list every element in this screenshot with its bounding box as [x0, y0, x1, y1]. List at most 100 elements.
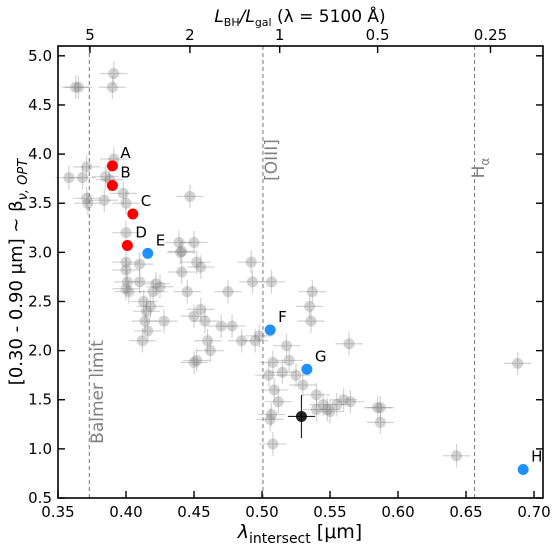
- point: [280, 340, 292, 352]
- error-bar: [126, 252, 154, 276]
- point: [338, 394, 350, 406]
- error-bar: [130, 289, 158, 314]
- point: [120, 283, 132, 295]
- error-bar: [113, 270, 141, 294]
- point: [181, 286, 193, 298]
- point: [290, 369, 302, 381]
- error-bar: [275, 348, 303, 373]
- error-bar: [313, 397, 341, 422]
- x-tick-label: 0.60: [381, 503, 414, 521]
- point: [517, 464, 529, 476]
- error-bar: [366, 410, 394, 435]
- error-bar: [183, 348, 211, 373]
- y-tick-label: 0.5: [28, 489, 52, 507]
- x2-tick-label: 5: [85, 26, 95, 44]
- point: [188, 310, 200, 322]
- point: [266, 408, 278, 420]
- error-bar: [309, 392, 337, 417]
- point: [136, 335, 148, 347]
- point: [306, 286, 318, 298]
- point: [195, 303, 207, 315]
- point: [199, 315, 211, 327]
- error-bar: [166, 240, 195, 265]
- point: [283, 354, 295, 366]
- point: [120, 256, 132, 268]
- error-bar: [132, 299, 161, 324]
- point: [268, 384, 280, 396]
- point: [222, 286, 234, 298]
- x-tick-label: 0.35: [41, 503, 74, 521]
- y-tick-label: 1.5: [28, 391, 52, 409]
- point: [204, 345, 216, 357]
- error-bar: [245, 324, 273, 348]
- point: [246, 276, 258, 288]
- point: [310, 389, 322, 401]
- point: [267, 356, 279, 368]
- label-part: gal: [255, 16, 272, 29]
- point: [253, 330, 265, 342]
- error-bar: [241, 328, 269, 353]
- error-bar: [297, 309, 325, 333]
- error-bar: [183, 250, 211, 274]
- point: [188, 356, 200, 368]
- error-bar: [98, 75, 127, 100]
- error-bar: [126, 270, 154, 294]
- plot-frame: [57, 45, 544, 499]
- error-bar: [128, 328, 156, 353]
- error-bar: [228, 328, 256, 353]
- point: [81, 161, 93, 173]
- error-bar: [112, 191, 140, 216]
- error-bar: [72, 155, 101, 179]
- error-bar: [237, 250, 265, 274]
- point: [121, 276, 133, 288]
- point: [81, 192, 93, 204]
- point: [304, 300, 316, 312]
- point: [249, 335, 261, 347]
- point: [72, 81, 84, 93]
- error-bar: [180, 230, 208, 255]
- point: [295, 410, 307, 422]
- error-bar: [264, 389, 292, 414]
- point: [106, 180, 118, 192]
- y-tick-label: 2.5: [28, 292, 52, 310]
- point: [120, 197, 132, 209]
- error-bar: [298, 279, 326, 304]
- error-bar: [255, 363, 283, 387]
- error-bar: [366, 395, 394, 420]
- x2-tick-label: 1: [275, 26, 285, 44]
- point: [140, 305, 152, 317]
- point: [245, 256, 257, 268]
- error-bar: [109, 181, 137, 206]
- point: [374, 402, 386, 414]
- point: [76, 172, 88, 184]
- point: [173, 237, 185, 249]
- point: [267, 438, 279, 450]
- point-label: A: [120, 144, 131, 162]
- point: [264, 413, 276, 425]
- error-bar: [268, 360, 297, 385]
- error-bar: [442, 443, 471, 468]
- x-tick-label: 0.70: [517, 503, 550, 521]
- error-bar: [168, 239, 196, 264]
- error-bar: [214, 279, 242, 304]
- point: [215, 320, 227, 332]
- point: [138, 295, 150, 307]
- error-bar: [289, 373, 317, 397]
- x2-tick-label: 0.25: [474, 26, 507, 44]
- error-bar: [146, 274, 174, 299]
- point: [139, 315, 151, 327]
- point: [450, 450, 462, 462]
- point: [176, 266, 188, 278]
- x-tick-label: 0.50: [245, 503, 278, 521]
- point: [100, 171, 112, 183]
- error-bar: [55, 165, 83, 190]
- error-bar: [218, 314, 246, 338]
- label-part: α: [478, 158, 492, 166]
- error-bar: [112, 276, 140, 301]
- point: [108, 68, 120, 80]
- error-bar: [134, 319, 162, 343]
- top-axis-label: LBH/Lgal (λ = 5100 Å): [214, 5, 385, 29]
- point-label: H: [531, 448, 542, 466]
